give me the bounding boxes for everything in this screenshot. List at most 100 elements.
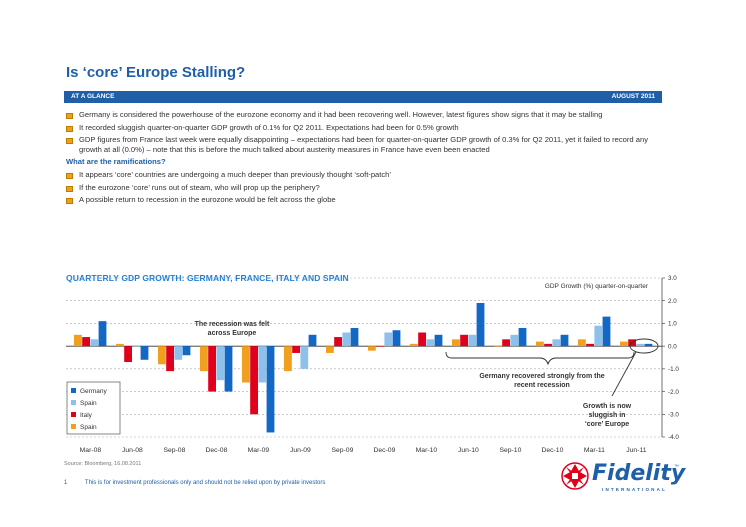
bar-spain-jun-11 — [636, 343, 645, 347]
fidelity-logo: Fidelity ™ INTERNATIONAL — [560, 459, 685, 495]
legend-swatch-italy — [71, 412, 76, 417]
y-tick-label: -1.0 — [668, 366, 679, 373]
bar-italy-sep-09 — [334, 337, 342, 347]
sluggish-annotation-text: Growth is now — [583, 403, 632, 410]
y-tick-label: -3.0 — [668, 411, 679, 418]
sluggish-annotation: Growth is now sluggish in ‘core’ Europe — [583, 403, 632, 428]
x-tick-label: Mar-09 — [248, 447, 270, 454]
chart-axis: 3.0 2.0 1.0 0.0 -1.0 -2.0 -3.0 -4.0 Mar-08 Jun-08… — [80, 275, 680, 454]
bar-italy-jun-10 — [460, 334, 468, 347]
bar-spain-jun-10 — [468, 334, 477, 347]
bar-spain-dec-09 — [368, 346, 376, 351]
bar-spain-jun-10 — [452, 339, 460, 347]
bar-spain-dec-10 — [552, 339, 561, 347]
bar-germany-sep-10 — [518, 327, 527, 347]
x-tick-label: Dec-08 — [205, 447, 227, 454]
x-tick-label: Dec-10 — [541, 447, 563, 454]
bar-germany-jun-11 — [644, 343, 653, 347]
recession-annotation-line1: The recession was felt across Europe — [195, 321, 270, 337]
bar-germany-sep-09 — [350, 327, 359, 347]
sluggish-arrow — [611, 351, 637, 397]
bar-spain-sep-08 — [158, 346, 166, 365]
bullet-item: A possible return to recession in the eu… — [66, 195, 662, 205]
pyramid-logo-icon — [561, 462, 589, 490]
source-note: Source: Bloomberg, 16.08.2011 — [64, 461, 142, 467]
bullet-list: Germany is considered the powerhouse of … — [66, 110, 662, 208]
legend-label-spain-light: Spain — [80, 400, 97, 407]
x-tick-label: Sep-09 — [331, 447, 353, 454]
bar-spain-sep-09 — [342, 332, 351, 347]
bar-spain-mar-10 — [410, 343, 418, 347]
bullet-item: GDP figures from France last week were e… — [66, 135, 662, 154]
bar-italy-jun-08 — [124, 346, 132, 363]
chart-bars — [74, 302, 653, 433]
y-axis-label: GDP Growth (%) quarter-on-quarter — [545, 283, 649, 290]
bar-spain-jun-09 — [284, 346, 292, 372]
bar-spain-jun-09 — [300, 346, 309, 369]
bar-germany-mar-11 — [602, 316, 611, 347]
logo-subtext: INTERNATIONAL — [602, 487, 668, 492]
bar-italy-dec-09 — [376, 346, 384, 347]
bar-spain-mar-10 — [426, 339, 435, 347]
sluggish-highlight-circle — [629, 338, 659, 354]
x-tick-label: Jun-10 — [458, 447, 479, 454]
bar-spain-mar-11 — [594, 325, 603, 347]
bar-spain-mar-08 — [74, 334, 82, 347]
x-tick-label: Mar-11 — [584, 447, 605, 454]
bar-spain-jun-08 — [116, 343, 124, 347]
x-tick-label: Sep-10 — [499, 447, 521, 454]
bar-spain-jun-08 — [132, 346, 141, 347]
bar-spain-sep-09 — [326, 346, 334, 353]
x-tick-label: Jun-08 — [122, 447, 143, 454]
recovery-brace — [445, 351, 635, 366]
y-tick-label: -2.0 — [668, 389, 679, 396]
annotation-line: recent recession — [514, 382, 570, 389]
disclaimer: 1 This is for investment professionals o… — [64, 480, 325, 486]
page-number: 1 — [64, 480, 68, 486]
bar-spain-mar-11 — [578, 339, 586, 347]
band-date-label: AUGUST 2011 — [611, 93, 655, 100]
y-tick-label: 1.0 — [668, 321, 677, 328]
bar-italy-sep-10 — [502, 339, 510, 347]
legend-swatch-germany — [71, 388, 76, 393]
bar-spain-dec-10 — [536, 341, 544, 347]
bar-spain-dec-08 — [200, 346, 208, 372]
bar-spain-dec-09 — [384, 332, 393, 347]
logo-text: Fidelity — [592, 461, 686, 486]
bar-germany-mar-10 — [434, 334, 443, 347]
bar-italy-sep-08 — [166, 346, 174, 372]
chart-legend: Germany Spain Italy Spain — [66, 381, 121, 435]
x-tick-label: Mar-10 — [416, 447, 438, 454]
annotation-line: across Europe — [208, 330, 257, 337]
bar-spain-sep-10 — [494, 346, 502, 347]
ramifications-heading: What are the ramifications? — [66, 157, 166, 167]
header-band: AT A GLANCE AUGUST 2011 — [64, 91, 662, 103]
bullet-item: It recorded sluggish quarter-on-quarter … — [66, 123, 662, 133]
recovery-annotation-text: Germany recovered strongly from the — [479, 373, 604, 380]
y-tick-label: 3.0 — [668, 275, 677, 282]
x-tick-label: Mar-08 — [80, 447, 102, 454]
bar-spain-mar-08 — [90, 339, 99, 347]
band-left-label: AT A GLANCE — [71, 93, 115, 100]
legend-swatch-spain-light — [71, 400, 76, 405]
bar-italy-mar-08 — [82, 337, 90, 347]
bar-germany-dec-10 — [560, 334, 569, 347]
y-tick-label: 2.0 — [668, 298, 677, 305]
page-title: Is ‘core’ Europe Stalling? — [66, 64, 246, 81]
x-tick-label: Jun-11 — [626, 447, 646, 454]
bar-germany-jun-08 — [140, 346, 149, 360]
x-tick-label: Sep-08 — [163, 447, 185, 454]
bar-germany-dec-09 — [392, 330, 401, 347]
legend-label-italy: Italy — [80, 412, 93, 419]
legend-swatch-spain-orange — [71, 424, 76, 429]
recession-annotation-text: The recession was felt — [195, 321, 270, 328]
logo-trademark: ™ — [674, 464, 679, 470]
bar-germany-mar-08 — [98, 321, 107, 347]
bar-spain-sep-10 — [510, 334, 519, 347]
annotation-line: sluggish in — [589, 412, 626, 419]
bar-spain-mar-09 — [258, 346, 267, 383]
bar-italy-mar-10 — [418, 332, 426, 347]
bar-germany-dec-08 — [224, 346, 233, 392]
bar-spain-dec-08 — [216, 346, 225, 381]
